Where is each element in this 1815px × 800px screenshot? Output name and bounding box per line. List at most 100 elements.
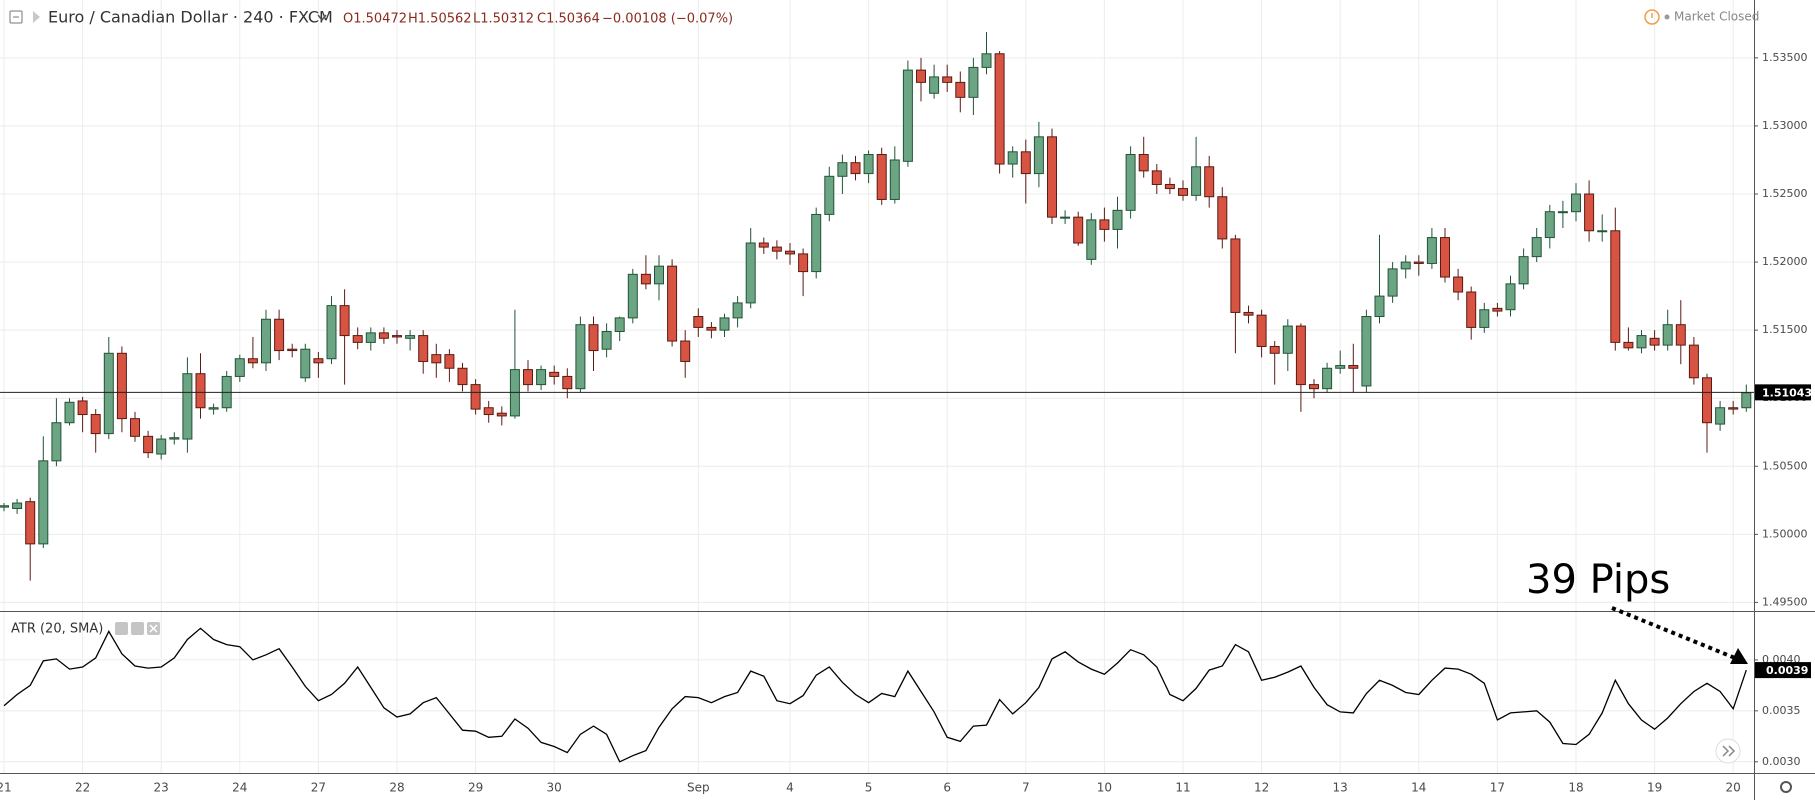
candle-body	[562, 375, 573, 390]
candle-body	[1623, 341, 1634, 349]
candle-body	[1112, 209, 1123, 230]
settings-gear[interactable]	[1780, 781, 1792, 793]
candle-body	[1610, 230, 1621, 343]
candle-body	[981, 53, 992, 68]
candle-body	[1204, 166, 1215, 198]
candle-body	[38, 460, 49, 545]
candle-body	[483, 407, 494, 416]
candle-body	[785, 250, 795, 255]
candle-body	[837, 162, 848, 177]
x-tick-label: 5	[865, 781, 873, 795]
indicator-eye[interactable]	[115, 622, 128, 635]
y-tick-label: 1.49500	[1762, 595, 1808, 608]
x-tick-label: 7	[1022, 781, 1030, 795]
candle-body	[287, 348, 298, 352]
candle-body	[1348, 365, 1359, 369]
candle-body	[1099, 219, 1110, 230]
y-tick-label: 1.53500	[1762, 51, 1808, 64]
candle-body	[902, 69, 913, 162]
candle-body	[1020, 151, 1031, 175]
flag-icon	[33, 11, 40, 23]
alert-icon[interactable]	[1644, 9, 1660, 25]
candle-body	[1662, 324, 1673, 346]
symbol-title[interactable]: Euro / Canadian Dollar · 240 · FXCM	[48, 8, 333, 27]
candle-body	[719, 317, 730, 331]
candle-body	[536, 369, 547, 386]
candle-body	[12, 502, 23, 509]
candle-body	[942, 76, 953, 83]
candle-body	[143, 435, 154, 454]
candle-body	[771, 246, 782, 252]
candle-body	[1191, 166, 1202, 196]
x-tick-label: 23	[154, 781, 169, 795]
last-price-box	[1755, 384, 1811, 401]
candle-body	[876, 154, 887, 200]
candle-body	[1125, 154, 1136, 211]
x-tick-label: 29	[468, 781, 483, 795]
candle-body	[1741, 392, 1752, 409]
candle-body	[1387, 268, 1398, 297]
candle-body	[1571, 193, 1581, 213]
candle-body	[1309, 384, 1319, 390]
symbol-dropdown[interactable]	[317, 14, 327, 22]
candle-body	[116, 352, 127, 420]
candle-body	[758, 242, 769, 248]
candle-body	[1531, 237, 1542, 258]
candle-body	[1322, 367, 1333, 390]
candle-body	[955, 81, 966, 98]
candle-body	[1649, 337, 1660, 346]
candle-body	[25, 501, 36, 545]
candle-body	[51, 422, 62, 462]
candle-body	[549, 371, 560, 377]
marks-layer	[0, 31, 1754, 763]
candle-body	[1269, 345, 1280, 354]
ohlc-legend: O1.50472 H1.50562 L1.50312 C1.50364 −0.0…	[343, 12, 733, 27]
candle-body	[1426, 237, 1437, 264]
candle-body	[182, 373, 193, 440]
candle-body	[1557, 211, 1568, 214]
candle-body	[208, 407, 219, 410]
candle-body	[1164, 183, 1175, 190]
candle-body	[614, 317, 625, 333]
candle-body	[1675, 324, 1686, 346]
y-tick-label: 1.52000	[1762, 255, 1808, 268]
candle-body	[929, 76, 940, 94]
last-value-box	[1755, 662, 1811, 679]
y-tick-label: 1.52500	[1762, 187, 1808, 200]
candle-body	[234, 358, 245, 377]
collapse-icon[interactable]	[9, 10, 23, 24]
market-status: Market Closed	[1674, 10, 1759, 24]
candle-body	[1492, 307, 1503, 312]
x-tick-label: 10	[1097, 781, 1112, 795]
candle-body	[1086, 219, 1097, 260]
indicator-settings[interactable]	[131, 622, 144, 635]
candle-body	[863, 154, 874, 175]
candle-body	[77, 400, 88, 416]
candle-body	[1138, 154, 1149, 172]
y-tick-label: 1.50000	[1762, 527, 1808, 540]
candle-body	[811, 213, 822, 273]
candle-body	[64, 401, 75, 424]
x-tick-label: 30	[547, 781, 562, 795]
x-tick-label: 21	[0, 781, 12, 795]
candle-body	[1217, 196, 1228, 240]
x-tick-label: 19	[1647, 781, 1662, 795]
candle-body	[824, 175, 835, 215]
candle-body	[850, 162, 861, 175]
candle-body	[667, 265, 678, 342]
candle-body	[1715, 407, 1726, 425]
annotation-text: 39 Pips	[1526, 557, 1670, 603]
x-tick-label: 12	[1254, 781, 1269, 795]
candle-body	[1230, 238, 1241, 313]
x-tick-label: 22	[75, 781, 90, 795]
candle-body	[916, 69, 926, 83]
candle-body	[1335, 365, 1346, 369]
candle-body	[130, 418, 140, 437]
candle-body	[680, 340, 691, 362]
candle-body	[654, 265, 664, 285]
candle-body	[1400, 261, 1411, 270]
candle-body	[392, 335, 402, 338]
candle-body	[1413, 261, 1424, 264]
candle-body	[1584, 193, 1595, 232]
ohlc-high: H1.50562	[408, 12, 472, 27]
